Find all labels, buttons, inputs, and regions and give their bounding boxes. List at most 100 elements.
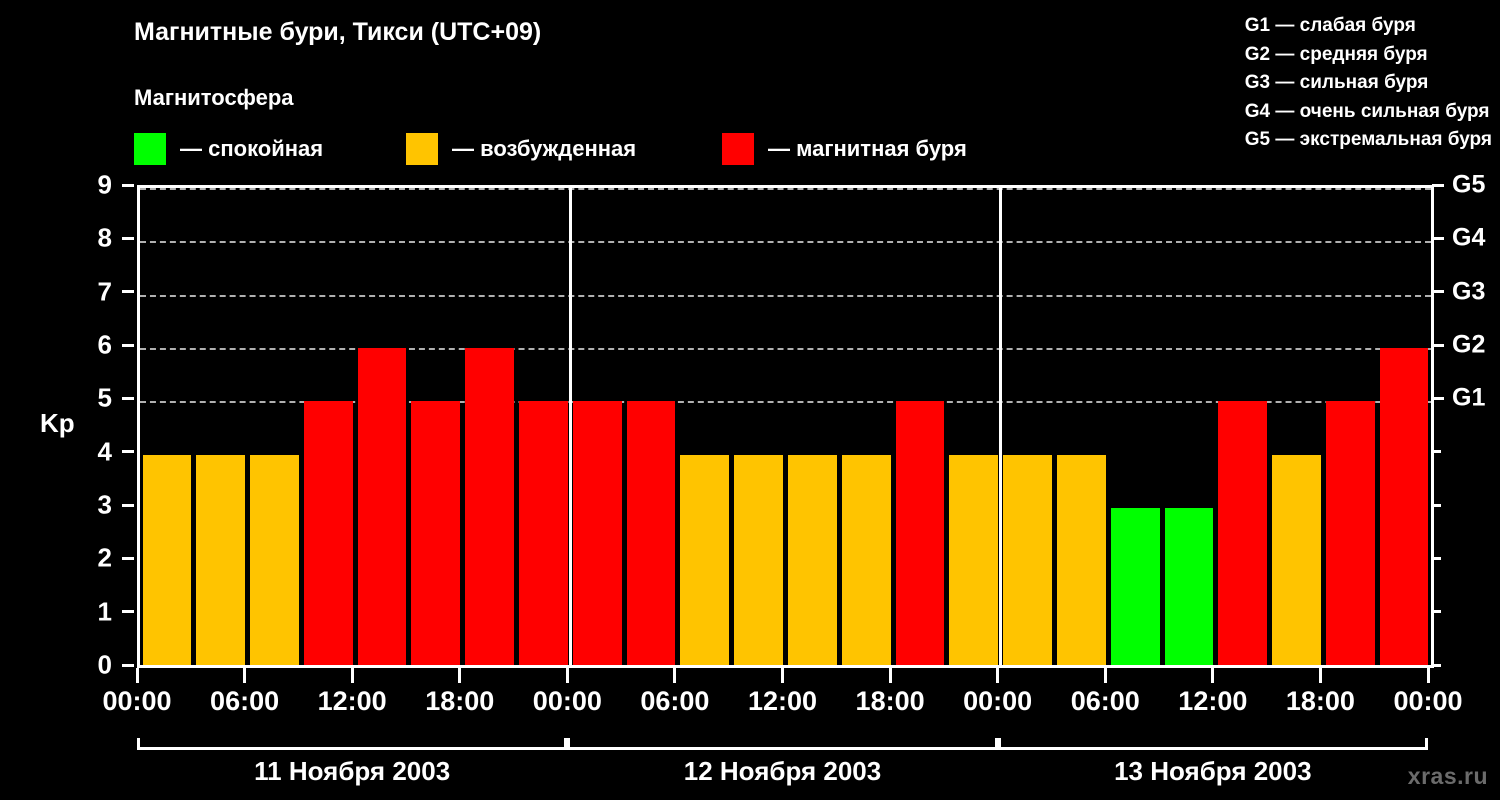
bar	[303, 401, 353, 668]
gridline-kp-8	[140, 241, 1431, 244]
y-axis-tick-label-7: 7	[97, 276, 112, 307]
legend-swatch-quiet	[134, 133, 166, 165]
y-axis-tick-7	[122, 290, 134, 294]
x-axis-tick-label-5: 06:00	[640, 686, 710, 716]
bar	[1164, 508, 1214, 668]
gridline-kp-7	[140, 294, 1431, 297]
y-axis-tick-label-5: 5	[97, 382, 112, 413]
x-axis-tick-0	[135, 668, 139, 683]
bar	[1325, 401, 1375, 668]
x-axis-tick-1	[243, 668, 247, 683]
y-axis-tick-label-0: 0	[97, 649, 112, 680]
x-axis-tick-label-4: 00:00	[532, 686, 602, 716]
right-axis-tick-G1	[1432, 396, 1444, 400]
bar	[357, 348, 407, 668]
x-axis-tick-label-2: 12:00	[317, 686, 387, 716]
day-bracket-3	[997, 738, 1428, 750]
plot-area	[137, 185, 1434, 668]
right-axis-minor-tick-4	[1432, 450, 1441, 454]
bar	[1272, 454, 1321, 668]
right-axis-minor-tick-2	[1432, 556, 1441, 560]
x-axis-tick-7	[888, 668, 892, 683]
legend-label-quiet: — спокойная	[180, 136, 324, 161]
x-axis-tick-label-12: 00:00	[1393, 686, 1463, 716]
g-scale-legend: G1 — слабая буря G2 — средняя буря G3 — си…	[1245, 12, 1492, 155]
day-bracket-2	[567, 738, 998, 750]
x-axis-tick-12	[1426, 668, 1430, 683]
bar	[949, 454, 999, 668]
right-axis-label-G1: G1	[1452, 383, 1486, 412]
g-scale-line-4: G4 — очень сильная буря	[1244, 100, 1490, 122]
right-axis-g-labels: G1 G2 G3 G4 G5	[1452, 171, 1500, 665]
y-axis-tick-5	[122, 396, 134, 400]
bar	[465, 348, 515, 668]
g-scale-line-5: G5 — экстремальная буря	[1244, 129, 1492, 150]
legend-label-unsettled: — возбужденная	[452, 136, 637, 161]
g-scale-line-2: G2 — средняя буря	[1244, 43, 1428, 65]
right-axis-tick-G4	[1432, 236, 1444, 240]
right-axis-minor-tick-1	[1432, 610, 1441, 614]
day-label-1: 11 Ноября 2003	[254, 756, 451, 786]
gridline-kp-9	[140, 188, 1431, 190]
x-axis-tick-label-9: 06:00	[1070, 686, 1140, 716]
x-axis-tick-2	[350, 668, 354, 683]
y-axis-labels: 0 1 2 3 4 5 6 7 8 9	[82, 170, 112, 680]
bar	[841, 454, 891, 668]
bar	[680, 454, 730, 668]
bar	[572, 401, 622, 668]
y-axis-tick-label-8: 8	[97, 222, 112, 253]
y-axis-tick-8	[122, 236, 134, 240]
magnetosphere-legend-item-unsettled: — возбужденная	[406, 131, 636, 167]
x-axis-tick-label-6: 12:00	[747, 686, 818, 716]
day-bracket-1	[137, 738, 568, 750]
y-axis-tick-4	[122, 450, 134, 454]
watermark: xras.ru	[1407, 763, 1488, 789]
y-axis-tick-2	[122, 556, 134, 560]
magnetosphere-heading: Магнитосфера	[134, 85, 294, 110]
y-axis-tick-3	[122, 503, 134, 507]
x-axis-line	[137, 665, 1431, 668]
x-axis-tick-9	[1103, 668, 1107, 683]
g-scale-line-3: G3 — сильная буря	[1244, 72, 1429, 93]
x-axis-tick-label-10: 12:00	[1178, 686, 1248, 716]
right-axis-label-G4: G4	[1452, 223, 1486, 252]
bar	[626, 401, 676, 668]
legend-label-storm: — магнитная буря	[768, 136, 967, 161]
y-axis-tick-label-6: 6	[97, 329, 112, 360]
right-axis-tick-G2	[1432, 343, 1444, 347]
g-scale-line-1: G1 — слабая буря	[1244, 15, 1416, 36]
x-axis-tick-label-0: 00:00	[102, 686, 172, 716]
bar	[519, 401, 568, 668]
y-axis-tick-9	[122, 183, 134, 187]
legend-swatch-storm	[722, 133, 754, 165]
right-axis-minor-tick-3	[1432, 503, 1441, 507]
bar	[1056, 454, 1106, 668]
gridline-kp-5	[140, 401, 1431, 404]
right-axis-label-G5: G5	[1452, 170, 1486, 199]
y-axis-tick-0	[122, 663, 134, 667]
x-axis-tick-label-8: 00:00	[963, 686, 1033, 716]
gridline-kp-6	[140, 348, 1431, 350]
right-axis-label-G2: G2	[1452, 330, 1486, 359]
right-axis-tick-G5	[1432, 183, 1444, 187]
bar	[1218, 401, 1268, 668]
x-axis-tick-label-11: 18:00	[1285, 686, 1355, 716]
magnetosphere-legend-item-quiet: — спокойная	[134, 131, 323, 167]
legend-swatch-unsettled	[406, 133, 438, 165]
x-axis-tick-label-7: 18:00	[855, 686, 925, 716]
plot-inner	[140, 188, 1431, 668]
bar	[411, 401, 461, 668]
bar	[1379, 348, 1429, 668]
y-axis-tick-label-1: 1	[97, 596, 112, 627]
y-axis-tick-1	[122, 610, 134, 614]
y-axis-tick-label-3: 3	[97, 489, 112, 520]
y-axis-title: Kp	[40, 408, 75, 438]
x-axis-tick-3	[458, 668, 462, 683]
bar	[1003, 454, 1052, 668]
y-axis-tick-label-9: 9	[97, 169, 112, 200]
bar	[734, 454, 783, 668]
magnetosphere-legend-item-storm: — магнитная буря	[722, 131, 967, 167]
bar	[196, 454, 246, 668]
bar	[142, 454, 192, 668]
